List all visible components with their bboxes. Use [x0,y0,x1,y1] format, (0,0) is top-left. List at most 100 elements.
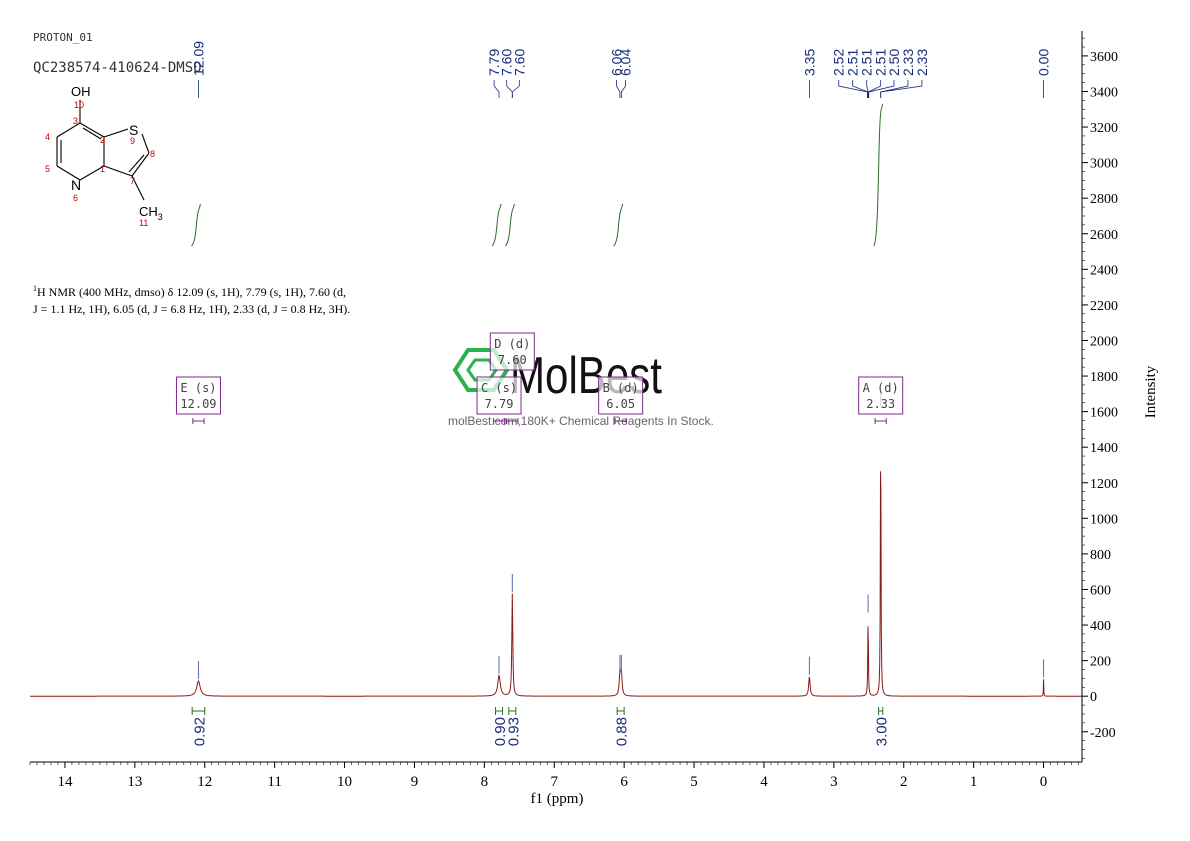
peak-label-connector [620,80,626,98]
y-tick-label: 400 [1090,619,1111,634]
multiplet-box [476,376,522,415]
multiplet-label: E (s) [180,381,216,395]
peak-label-connector [616,80,621,98]
x-tick-label: 1 [970,774,978,790]
atom-s: S [129,122,138,138]
atom-number: 6 [73,193,78,203]
multiplet-shift: 12.09 [180,397,216,411]
integral-value: 0.92 [191,717,208,746]
peak-label: 2.51 [845,49,861,76]
multiplet-box [489,332,535,371]
y-tick-label: 800 [1090,548,1111,563]
peak-label: 2.50 [886,49,902,76]
watermark-tagline: molBest.com,180K+ Chemical Reagents In S… [448,414,714,428]
nmr-description-line1: 1H NMR (400 MHz, dmso) δ 12.09 (s, 1H), … [33,284,346,299]
multiplet-box [598,376,644,415]
atom-ch3: CH3 [139,204,163,222]
sample-id: QC238574-410624-DMSO [33,60,202,76]
atom-number: 11 [139,218,148,228]
peak-label-connector [838,80,868,98]
x-tick-label: 0 [1040,774,1048,790]
atom-number: 7 [130,176,135,186]
y-tick-label: 1000 [1090,512,1118,527]
integral-value: 0.93 [505,717,522,746]
x-tick-label: 11 [267,774,281,790]
multiplet-box [858,376,904,415]
peak-label-connector [511,80,520,98]
x-tick-label: 2 [900,774,908,790]
atom-number: 9 [130,136,135,146]
x-tick-label: 7 [551,774,559,790]
peak-label: 7.60 [499,49,515,76]
peak-label: 2.33 [900,49,916,76]
y-tick-label: 0 [1090,690,1097,705]
peak-label: 2.51 [859,49,875,76]
y-tick-label: 2800 [1090,192,1118,207]
x-tick-label: 12 [197,774,212,790]
peak-label: 12.09 [190,41,206,76]
y-tick-label: 1200 [1090,477,1118,492]
atom-n: N [71,177,81,193]
y-tick-label: 2400 [1090,263,1118,278]
peak-label: 0.00 [1036,49,1052,76]
peak-label: 2.52 [831,49,847,76]
x-tick-label: 13 [127,774,142,790]
peak-label: 2.33 [914,49,930,76]
nmr-description-line2: J = 1.1 Hz, 1H), 6.05 (d, J = 6.8 Hz, 1H… [33,302,350,316]
y-tick-label: 2200 [1090,299,1118,314]
peak-label: 7.79 [486,49,502,76]
spectrum-trace [30,471,1082,697]
x-tick-label: 10 [337,774,352,790]
peak-label-connector [852,80,869,98]
y-tick-label: 1800 [1090,370,1118,385]
multiplet-shift: 7.60 [498,353,527,367]
y-tick-label: 1600 [1090,406,1118,421]
x-tick-label: 5 [690,774,698,790]
y-tick-label: 3200 [1090,121,1118,136]
integral-value: 3.00 [874,717,891,746]
multiplet-label: A (d) [863,381,899,395]
integral-curve [873,103,884,247]
peak-label-connector [506,80,513,98]
x-tick-label: 9 [411,774,419,790]
multiplet-label: B (d) [603,381,639,395]
y-tick-label: 3600 [1090,50,1118,65]
multiplet-box [175,376,221,415]
y-tick-label: 1400 [1090,441,1118,456]
atom-oh: OH [71,84,91,99]
y-axis-title: Intensity [1143,365,1159,418]
x-tick-label: 3 [830,774,838,790]
y-tick-label: 2000 [1090,334,1118,349]
multiplet-label: C (s) [481,381,517,395]
atom-number: 2 [100,135,105,145]
atom-number: 10 [74,100,84,110]
peak-label-connector [868,80,895,98]
peak-label: 6.04 [618,49,634,76]
atom-number: 8 [150,149,155,159]
peak-label: 3.35 [801,49,817,76]
y-tick-label: 600 [1090,583,1111,598]
integral-value: 0.88 [614,717,631,746]
peak-label: 6.06 [608,49,624,76]
experiment-name: PROTON_01 [33,31,93,44]
molecule-atom-labels: OH S N CH3 10 3 4 2 9 8 5 1 7 6 11 [45,84,163,228]
y-tick-label: 3000 [1090,157,1118,172]
plot-layer: 14 13 12 11 10 9 8 7 6 5 4 3 2 1 0-2000200400600800100… [29,31,1118,790]
multiplet-shift: 2.33 [866,397,895,411]
peak-label: 2.51 [873,49,889,76]
y-tick-label: 3400 [1090,85,1118,100]
molecule-structure [56,100,150,201]
atom-number: 5 [45,164,50,174]
x-axis-title: f1 (ppm) [531,791,584,807]
y-tick-label: -200 [1090,726,1116,741]
multiplet-shift: 7.79 [485,397,514,411]
peak-label: 7.60 [511,49,527,76]
integral-curve [191,203,201,247]
multiplet-shift: 6.05 [606,397,635,411]
peak-label-connector [867,80,882,98]
atom-number: 3 [73,116,78,126]
peak-label-connector [880,80,923,98]
y-tick-label: 200 [1090,655,1111,670]
x-tick-label: 4 [760,774,768,790]
